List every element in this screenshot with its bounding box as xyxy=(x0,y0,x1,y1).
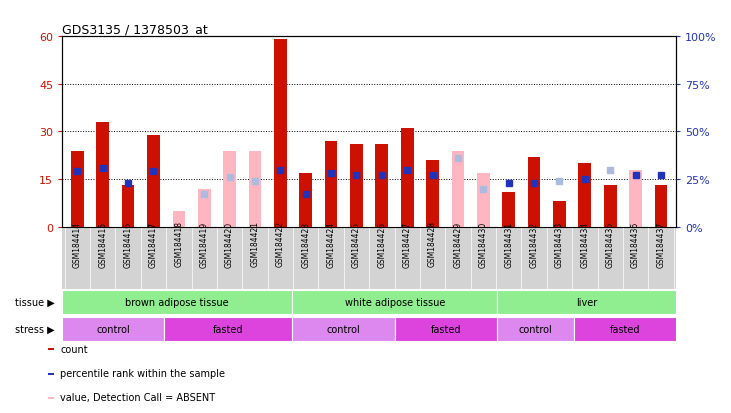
Text: control: control xyxy=(96,324,130,334)
Bar xyxy=(654,186,667,227)
Text: value, Detection Call = ABSENT: value, Detection Call = ABSENT xyxy=(60,392,216,402)
Text: percentile rank within the sample: percentile rank within the sample xyxy=(60,368,225,378)
Text: control: control xyxy=(518,324,553,334)
Bar xyxy=(173,211,185,227)
Bar xyxy=(553,202,566,227)
Bar xyxy=(223,151,236,227)
Bar xyxy=(48,349,54,351)
Bar xyxy=(497,317,574,342)
Bar xyxy=(198,189,211,227)
Bar xyxy=(401,129,414,227)
Bar xyxy=(325,142,338,227)
Bar xyxy=(48,373,54,375)
Text: GDS3135 / 1378503_at: GDS3135 / 1378503_at xyxy=(62,23,208,36)
Bar xyxy=(574,317,676,342)
Bar xyxy=(477,173,490,227)
Bar xyxy=(629,189,642,227)
Bar xyxy=(292,317,395,342)
Bar xyxy=(497,290,676,315)
Text: tissue ▶: tissue ▶ xyxy=(15,297,55,307)
Bar xyxy=(292,290,497,315)
Bar xyxy=(71,151,84,227)
Bar xyxy=(350,145,363,227)
Bar xyxy=(376,145,388,227)
Text: fasted: fasted xyxy=(431,324,461,334)
Bar xyxy=(147,135,160,227)
Text: fasted: fasted xyxy=(213,324,243,334)
Bar xyxy=(452,151,464,227)
Bar xyxy=(249,151,261,227)
Bar xyxy=(164,317,292,342)
Bar xyxy=(426,161,439,227)
Text: stress ▶: stress ▶ xyxy=(15,324,55,334)
Bar xyxy=(62,290,292,315)
Bar xyxy=(300,173,312,227)
Text: control: control xyxy=(327,324,360,334)
Bar xyxy=(62,317,164,342)
Bar xyxy=(604,186,616,227)
Text: liver: liver xyxy=(576,297,597,307)
Text: fasted: fasted xyxy=(610,324,640,334)
Text: count: count xyxy=(60,344,88,354)
Text: brown adipose tissue: brown adipose tissue xyxy=(126,297,229,307)
Bar xyxy=(502,192,515,227)
Bar xyxy=(528,157,540,227)
Bar xyxy=(395,317,497,342)
Text: white adipose tissue: white adipose tissue xyxy=(344,297,445,307)
Bar xyxy=(578,164,591,227)
Bar xyxy=(122,186,135,227)
Bar xyxy=(274,40,287,227)
Bar xyxy=(48,397,54,399)
Bar xyxy=(629,170,642,227)
Bar xyxy=(96,123,109,227)
